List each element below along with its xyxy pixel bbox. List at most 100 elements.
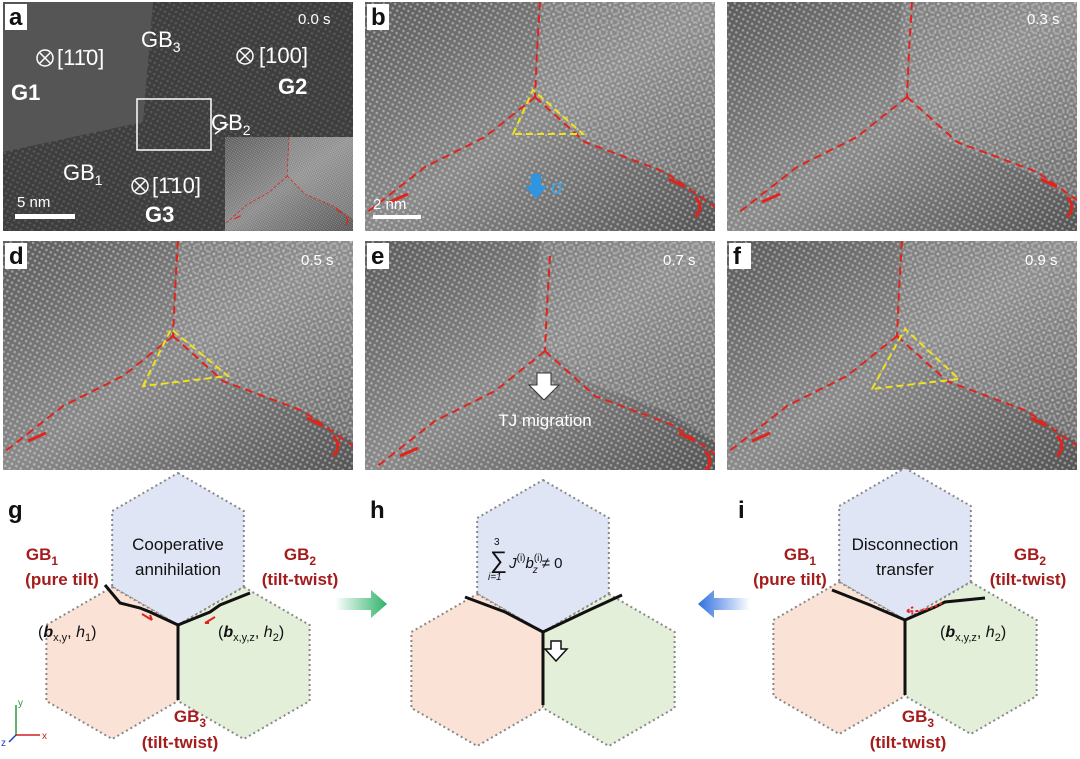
panel-label: a — [9, 4, 23, 31]
shape — [464, 595, 544, 634]
label-part: 2 — [273, 632, 279, 644]
hex-text: transfer — [876, 560, 934, 579]
time: 0.5 s — [301, 252, 334, 269]
zoom-arrow — [214, 123, 229, 135]
disconnection-label: (bx,y, h1) — [38, 624, 96, 644]
shape — [238, 49, 252, 63]
grain-hexagon — [838, 466, 972, 622]
label-bg — [5, 243, 27, 269]
text-part: GB — [26, 545, 52, 564]
text-part: 3 — [173, 39, 181, 55]
label-part: h — [264, 624, 273, 641]
axis-gizmo — [8, 705, 40, 743]
shape — [8, 734, 17, 743]
panel-f: f 0.9 s — [727, 241, 1077, 470]
label-part: ) — [91, 624, 96, 641]
micrograph — [365, 2, 715, 231]
text-part: 3 — [199, 716, 206, 730]
panel-label: e — [371, 243, 384, 270]
disconnection-label: (bx,y,z, h2) — [940, 624, 1006, 644]
text-part: 2 — [1039, 554, 1046, 568]
label-bg — [367, 243, 389, 269]
shape — [103, 584, 179, 627]
text-part: ≠ 0 — [542, 555, 563, 572]
label-part: , — [255, 624, 264, 641]
text-part: ∑ — [490, 547, 507, 574]
panel-label: i — [738, 497, 745, 524]
stress-arrow — [525, 174, 547, 199]
gb-label: GB1 — [26, 545, 59, 568]
label-bg — [5, 4, 27, 30]
shape — [177, 591, 251, 627]
text-part: 1 — [809, 554, 816, 568]
panel-label: g — [8, 497, 23, 524]
label-part: x,y,z — [233, 632, 255, 644]
time: 0.7 s — [663, 252, 696, 269]
time: 0.0 s — [298, 11, 331, 28]
text-part: J — [508, 555, 517, 572]
label-part: ) — [1001, 624, 1006, 641]
label-part: ( — [38, 624, 44, 641]
label-part: 1 — [85, 632, 91, 644]
panel-label: b — [371, 4, 386, 31]
grain-label: G2 — [278, 74, 307, 99]
boundaries-h — [464, 593, 623, 705]
formula: ∑ J(i)b(i) z ≠ 0 — [490, 547, 562, 576]
text-part: 1 — [51, 554, 58, 568]
panel-label: d — [9, 243, 24, 270]
shape — [831, 588, 906, 622]
text-part: 2 — [309, 554, 316, 568]
zoom-box — [136, 98, 212, 151]
label-part: 2 — [995, 632, 1001, 644]
gb-type: (pure tilt) — [25, 570, 99, 589]
stress-symbol: σ — [551, 177, 564, 199]
axis-label: y — [18, 698, 23, 709]
gb-label: GB1 — [784, 545, 817, 568]
time: 0.3 s — [1027, 11, 1060, 28]
axis-label: z — [1, 738, 6, 749]
triangle — [511, 88, 586, 135]
gb-label: GB3 — [902, 707, 935, 730]
scale-bar-label: 5 nm — [17, 194, 50, 211]
disconnection-label: (bx,y,z, h2) — [218, 624, 284, 644]
text-part: (i) — [517, 553, 526, 564]
shape — [131, 177, 149, 195]
transfer-arrow — [906, 602, 943, 615]
formula-upper: 3 — [494, 537, 500, 548]
gb-label: GB2 — [1014, 545, 1047, 568]
gb-label: GB3 — [141, 27, 181, 55]
grain-hexagon — [476, 478, 610, 634]
text-part: GB — [784, 545, 810, 564]
annotation: TJ migration — [498, 411, 592, 430]
hex-text: Cooperative — [132, 535, 224, 554]
grain-label: G1 — [11, 80, 40, 105]
text-part: GB — [63, 160, 95, 185]
panel-e: e 0.7 s TJ migration — [365, 241, 715, 470]
text-part: 2 — [243, 122, 251, 138]
label-part: , — [67, 624, 76, 641]
scale-bar — [15, 214, 75, 219]
panel-b: b σ 2 nm — [365, 2, 715, 231]
inset — [224, 136, 353, 231]
time: 0.9 s — [1025, 252, 1058, 269]
hex-text: Disconnection — [852, 535, 959, 554]
grain-label: G3 — [145, 202, 174, 227]
shape — [38, 51, 52, 65]
axis-label: x — [42, 731, 47, 742]
hex-text: annihilation — [135, 560, 221, 579]
label-part: b — [223, 624, 233, 641]
grain-g1 — [3, 2, 153, 152]
transition-arrow — [698, 590, 750, 618]
label-bg — [729, 243, 751, 269]
shape — [225, 137, 353, 231]
disconnection-arrows — [141, 613, 216, 624]
micrograph — [727, 2, 1077, 231]
grain-hexagon — [111, 471, 245, 627]
transition-arrow — [335, 590, 387, 618]
shape — [133, 179, 147, 193]
gb-type: (tilt-twist) — [262, 570, 338, 589]
panel-label: f — [733, 243, 742, 270]
zone-axis-symbols — [36, 47, 254, 195]
label-part: ( — [940, 624, 946, 641]
